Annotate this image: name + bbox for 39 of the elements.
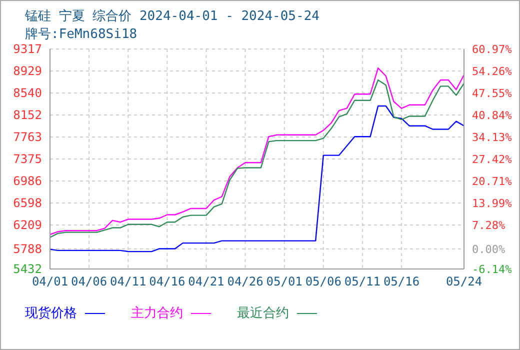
x-tick-label: 04/06 [70,274,108,289]
y-tick-label: 7375 [13,152,42,166]
legend-label: 现货价格 [25,305,77,322]
y-tick-label: 6986 [13,174,42,188]
x-tick-label: 04/01 [32,274,68,289]
x-tick-label: 05/24 [446,274,482,289]
y2-tick-label: 54.26% [472,64,512,78]
x-tick-label: 04/26 [227,274,264,289]
y-tick-label: 8929 [13,64,42,78]
y2-tick-label: 47.55% [472,86,512,100]
y2-tick-label: -6.14% [472,263,512,276]
legend-label: 最近合约 [237,305,289,322]
y-tick-label: 6209 [13,218,42,232]
y-tick-label: 5788 [13,242,42,256]
y-tick-label: 8152 [13,108,42,122]
x-tick-label: 05/01 [266,274,302,289]
y2-tick-label: 60.97% [472,43,512,56]
y2-tick-label: 20.71% [472,174,512,188]
x-tick-label: 05/06 [305,274,342,289]
y-tick-label: 9317 [13,42,42,56]
y2-tick-label: 7.28% [472,219,506,232]
x-tick-label: 05/16 [383,274,420,289]
y2-tick-label: 34.13% [472,130,512,144]
y-tick-label: 6598 [13,196,42,210]
y2-tick-label: 27.42% [472,152,512,166]
y2-tick-label: 40.84% [472,108,512,122]
line-series [50,105,464,252]
chart-subtitle: 牌号:FeMn68Si18 [25,26,138,43]
x-tick-label: 04/21 [188,274,224,289]
y2-tick-label: 0.00% [472,242,506,256]
y2-tick-label: 13.99% [472,197,512,210]
y-tick-label: 8540 [13,86,42,100]
x-tick-label: 04/16 [149,274,186,289]
legend-label: 主力合约 [131,305,183,322]
chart-title: 锰硅 宁夏 综合价 2024-04-01 - 2024-05-24 [25,8,320,25]
x-tick-label: 05/11 [344,274,381,289]
x-tick-label: 04/11 [110,274,146,289]
y-tick-label: 7763 [13,130,42,144]
y-tick-label: 5432 [13,262,42,276]
